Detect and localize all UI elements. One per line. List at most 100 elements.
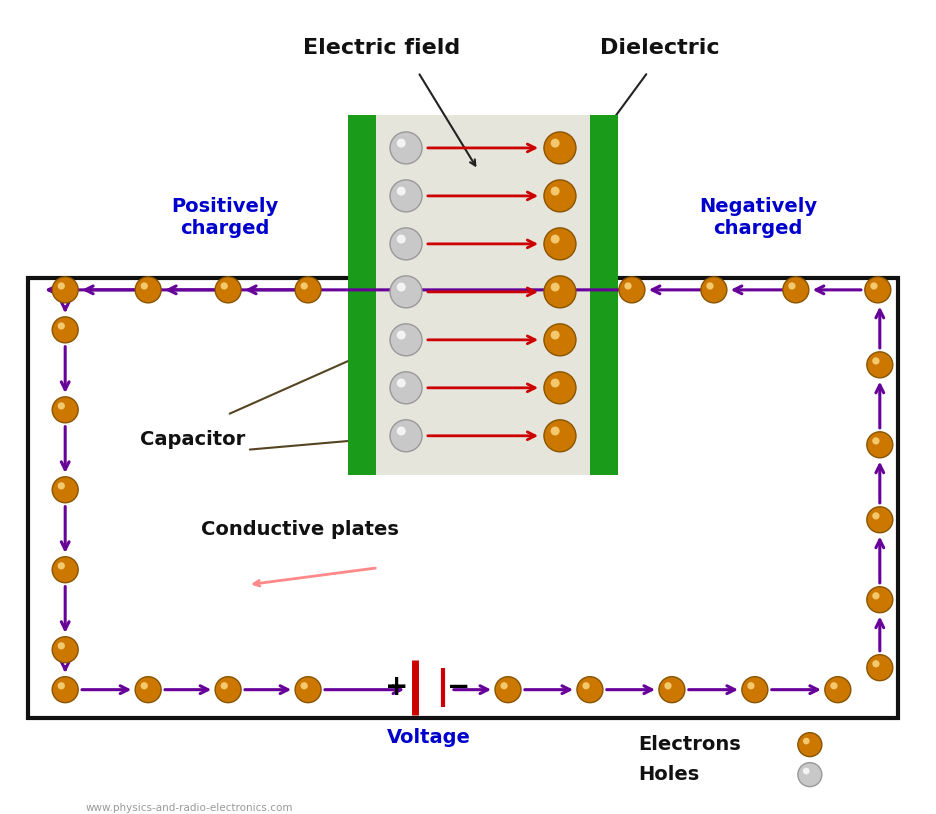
Circle shape: [619, 277, 645, 303]
Circle shape: [390, 276, 422, 308]
Circle shape: [397, 427, 405, 435]
Circle shape: [867, 352, 893, 378]
Bar: [28, 278, 898, 718]
Circle shape: [825, 676, 851, 702]
Bar: [348, 115, 376, 475]
Circle shape: [867, 654, 893, 681]
Circle shape: [544, 228, 576, 260]
Circle shape: [390, 420, 422, 452]
Circle shape: [397, 138, 405, 147]
Circle shape: [701, 277, 727, 303]
Circle shape: [501, 682, 507, 689]
Circle shape: [52, 317, 79, 343]
Circle shape: [397, 186, 405, 195]
Circle shape: [221, 282, 227, 290]
Circle shape: [52, 557, 79, 583]
Circle shape: [544, 420, 576, 452]
Circle shape: [390, 372, 422, 404]
Circle shape: [295, 277, 321, 303]
Circle shape: [747, 682, 754, 689]
Text: Voltage: Voltage: [388, 729, 471, 747]
Circle shape: [782, 277, 809, 303]
Circle shape: [215, 277, 241, 303]
Text: Holes: Holes: [638, 765, 699, 784]
Circle shape: [495, 676, 521, 702]
Circle shape: [58, 642, 65, 650]
Circle shape: [797, 763, 822, 786]
Circle shape: [221, 682, 227, 689]
Text: Electrons: Electrons: [638, 735, 740, 754]
Text: www.physics-and-radio-electronics.com: www.physics-and-radio-electronics.com: [85, 803, 293, 812]
Circle shape: [397, 282, 405, 291]
Circle shape: [872, 592, 880, 599]
Text: Negatively
charged: Negatively charged: [699, 198, 817, 239]
Circle shape: [52, 396, 79, 422]
Circle shape: [544, 372, 576, 404]
Bar: [376, 115, 590, 475]
Circle shape: [390, 132, 422, 164]
Circle shape: [872, 437, 880, 444]
Text: Capacitor: Capacitor: [139, 431, 244, 449]
Circle shape: [140, 682, 148, 689]
Circle shape: [550, 379, 560, 387]
Circle shape: [52, 477, 79, 503]
Circle shape: [390, 228, 422, 260]
Circle shape: [872, 660, 880, 667]
Bar: [590, 115, 618, 475]
Circle shape: [52, 676, 79, 702]
Circle shape: [58, 682, 65, 689]
Circle shape: [867, 431, 893, 457]
Circle shape: [544, 132, 576, 164]
Circle shape: [550, 138, 560, 147]
Text: Dielectric: Dielectric: [600, 38, 720, 58]
Circle shape: [390, 324, 422, 356]
Circle shape: [52, 637, 79, 663]
Circle shape: [58, 322, 65, 330]
Circle shape: [550, 234, 560, 243]
Circle shape: [390, 180, 422, 212]
Circle shape: [582, 682, 590, 689]
Circle shape: [624, 282, 632, 290]
Circle shape: [58, 482, 65, 489]
Text: +: +: [386, 672, 409, 701]
Circle shape: [295, 676, 321, 702]
Circle shape: [550, 330, 560, 339]
Circle shape: [550, 186, 560, 195]
Circle shape: [52, 277, 79, 303]
Circle shape: [397, 330, 405, 339]
Circle shape: [803, 737, 810, 745]
Circle shape: [707, 282, 713, 290]
Circle shape: [872, 357, 880, 365]
Circle shape: [397, 379, 405, 387]
Circle shape: [397, 234, 405, 243]
Circle shape: [135, 277, 161, 303]
Circle shape: [742, 676, 768, 702]
Circle shape: [550, 282, 560, 291]
Circle shape: [577, 676, 603, 702]
Text: Conductive plates: Conductive plates: [201, 520, 399, 539]
Circle shape: [870, 282, 878, 290]
Circle shape: [830, 682, 838, 689]
Circle shape: [140, 282, 148, 290]
Circle shape: [797, 733, 822, 757]
Circle shape: [865, 277, 891, 303]
Circle shape: [788, 282, 796, 290]
Circle shape: [872, 512, 880, 519]
Circle shape: [544, 180, 576, 212]
Circle shape: [550, 427, 560, 435]
Circle shape: [300, 282, 308, 290]
Circle shape: [544, 276, 576, 308]
Circle shape: [58, 562, 65, 570]
Circle shape: [665, 682, 672, 689]
Text: −: −: [447, 672, 471, 701]
Circle shape: [58, 282, 65, 290]
Circle shape: [300, 682, 308, 689]
Text: Electric field: Electric field: [303, 38, 461, 58]
Circle shape: [803, 768, 810, 774]
Circle shape: [659, 676, 685, 702]
Circle shape: [135, 676, 161, 702]
Text: Positively
charged: Positively charged: [171, 198, 279, 239]
Circle shape: [867, 507, 893, 532]
Circle shape: [867, 587, 893, 613]
Circle shape: [215, 676, 241, 702]
